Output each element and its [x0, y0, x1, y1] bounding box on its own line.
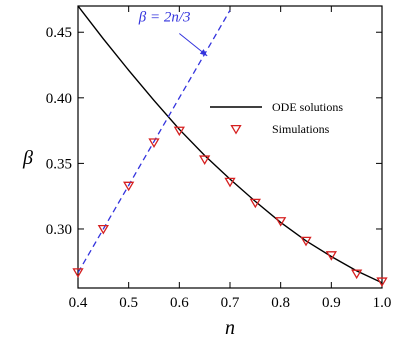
x-tick-label: 1.0: [373, 295, 392, 311]
annotation: β = 2n/3: [138, 10, 208, 57]
y-axis-label: β: [22, 147, 33, 169]
x-axis-label: n: [225, 317, 235, 339]
series-line-beta-2n3: [78, 9, 231, 274]
x-tick-label: 0.4: [69, 295, 88, 311]
y-tick-label: 0.35: [46, 156, 72, 172]
simulation-point: [173, 126, 185, 137]
simulation-point: [72, 268, 84, 278]
x-tick-label: 0.7: [221, 295, 240, 311]
simulation-point: [148, 138, 160, 148]
simulation-point: [325, 251, 337, 261]
y-tick-label: 0.30: [46, 222, 72, 238]
x-tick-label: 0.9: [322, 295, 341, 311]
legend: ODE solutions Simulations: [210, 100, 343, 136]
x-tick-label: 0.6: [170, 295, 189, 311]
legend-label-ode: ODE solutions: [272, 100, 343, 114]
x-tick-label: 0.5: [119, 295, 138, 311]
y-tick-label: 0.45: [46, 25, 72, 41]
annotation-beta-2n3: β = 2n/3: [138, 10, 191, 26]
simulation-point: [123, 181, 135, 192]
series-line-ode: [78, 6, 382, 284]
plot-frame: [77, 5, 383, 289]
y-axis-ticks: 0.30 0.35 0.40 0.45: [46, 25, 382, 238]
y-tick-label: 0.40: [46, 91, 72, 107]
simulation-point: [351, 269, 363, 280]
simulation-point: [300, 236, 312, 247]
simulation-point: [199, 155, 211, 166]
x-tick-label: 0.8: [271, 295, 290, 311]
simulation-point: [97, 224, 109, 235]
simulation-point: [249, 198, 261, 209]
legend-marker-simulations: [230, 124, 242, 135]
legend-label-simulations: Simulations: [272, 122, 330, 136]
simulation-point: [275, 217, 287, 227]
simulation-point: [224, 177, 236, 188]
x-axis-ticks: 0.4 0.5 0.6 0.7 0.8 0.9 1.0: [69, 6, 392, 311]
annotation-arrowhead: [199, 49, 208, 56]
series-layer: [72, 6, 388, 287]
series-lines: [78, 6, 382, 284]
plot-border: [77, 5, 383, 289]
simulation-point: [376, 277, 388, 287]
